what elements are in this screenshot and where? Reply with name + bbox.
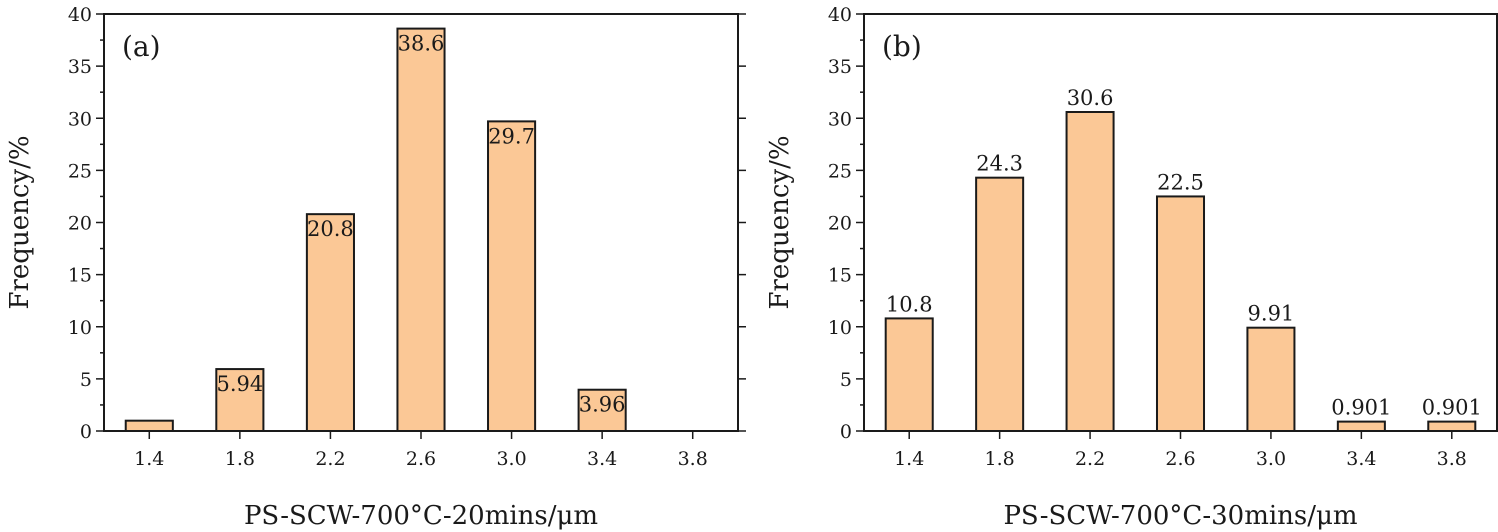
bar	[305, 213, 355, 432]
y-tick-label: 10	[828, 317, 852, 339]
bar	[577, 388, 627, 433]
x-axis: 1.4 1.8 2.2 2.6 3.0 3.4 3.8	[894, 431, 1467, 470]
chart-panel-b: 0 5 10 15 20 25 30 35 40 1.4 1.8 2.2 2.6 3.0 3.4 3.8 1…	[765, 4, 1498, 531]
y-axis: 0 5 10 15 20 25 30 35 40	[828, 4, 1498, 443]
bar	[1155, 195, 1206, 432]
panel-label: (b)	[882, 30, 922, 63]
bar	[975, 176, 1025, 432]
bar-series	[884, 110, 1477, 433]
data-label: 24.3	[976, 152, 1023, 176]
y-tick-label: 0	[80, 421, 92, 443]
bar	[215, 368, 265, 432]
data-label: 3.96	[579, 393, 626, 417]
bar-series	[124, 27, 627, 433]
data-label: 22.5	[1157, 170, 1204, 194]
y-tick-label: 40	[68, 4, 92, 26]
x-tick-label: 3.8	[678, 448, 708, 470]
data-label: 10.8	[886, 292, 933, 316]
x-tick-label: 3.4	[587, 448, 617, 470]
x-tick-label: 1.8	[225, 448, 255, 470]
y-axis-title: Frequency/%	[765, 135, 795, 309]
bar	[1065, 110, 1115, 433]
x-tick-label: 1.8	[985, 448, 1015, 470]
y-axis-title: Frequency/%	[5, 135, 35, 309]
x-tick-label: 2.2	[315, 448, 345, 470]
bar	[884, 317, 934, 432]
y-tick-label: 40	[828, 4, 852, 26]
bar	[124, 419, 174, 433]
y-tick-label: 25	[828, 160, 852, 182]
y-tick-label: 25	[68, 160, 92, 182]
y-tick-label: 0	[840, 421, 852, 443]
data-label: 20.8	[307, 217, 354, 241]
data-label: 38.6	[398, 32, 445, 56]
y-tick-label: 20	[68, 213, 92, 235]
data-label: 5.94	[216, 372, 263, 396]
x-axis-title: PS-SCW-700°C-30mins/μm	[1003, 501, 1357, 531]
bar	[1246, 326, 1296, 433]
data-labels: 10.8 24.3 30.6 22.5 9.91 0.901 0.901	[886, 86, 1482, 420]
data-label: 30.6	[1067, 86, 1114, 110]
y-axis: 0 5 10 15 20 25 30 35 40	[68, 4, 746, 443]
data-label: 0.901	[1422, 396, 1482, 420]
panel-label: (a)	[122, 30, 161, 63]
x-tick-label: 1.4	[134, 448, 164, 470]
y-tick-label: 20	[828, 213, 852, 235]
bar	[487, 120, 537, 432]
x-tick-label: 3.0	[496, 448, 526, 470]
bar	[1336, 420, 1386, 433]
x-axis-title: PS-SCW-700°C-20mins/μm	[244, 501, 598, 531]
bar	[1427, 420, 1477, 433]
chart-panel-a: 0 5 10 15 20 25 30 35 40 1.4 1.8 2.2 2.6 3.0 3.4 3.8 5…	[5, 4, 746, 531]
bar	[396, 27, 446, 432]
x-axis: 1.4 1.8 2.2 2.6 3.0 3.4 3.8	[134, 431, 708, 470]
x-tick-label: 2.6	[1165, 448, 1195, 470]
y-tick-label: 5	[80, 369, 92, 391]
x-tick-label: 3.8	[1437, 448, 1467, 470]
data-label: 0.901	[1331, 396, 1391, 420]
y-tick-label: 15	[828, 265, 852, 287]
x-tick-label: 2.2	[1075, 448, 1105, 470]
y-tick-label: 30	[68, 108, 92, 130]
y-tick-label: 10	[68, 317, 92, 339]
y-tick-label: 35	[828, 56, 852, 78]
x-tick-label: 3.0	[1256, 448, 1286, 470]
x-tick-label: 3.4	[1346, 448, 1376, 470]
y-tick-label: 35	[68, 56, 92, 78]
y-tick-label: 30	[828, 108, 852, 130]
y-tick-label: 5	[840, 369, 852, 391]
x-tick-label: 2.6	[406, 448, 436, 470]
x-tick-label: 1.4	[894, 448, 924, 470]
y-tick-label: 15	[68, 265, 92, 287]
data-label: 9.91	[1248, 302, 1295, 326]
data-label: 29.7	[488, 124, 535, 148]
data-labels: 5.94 20.8 38.6 29.7 3.96	[216, 32, 625, 417]
